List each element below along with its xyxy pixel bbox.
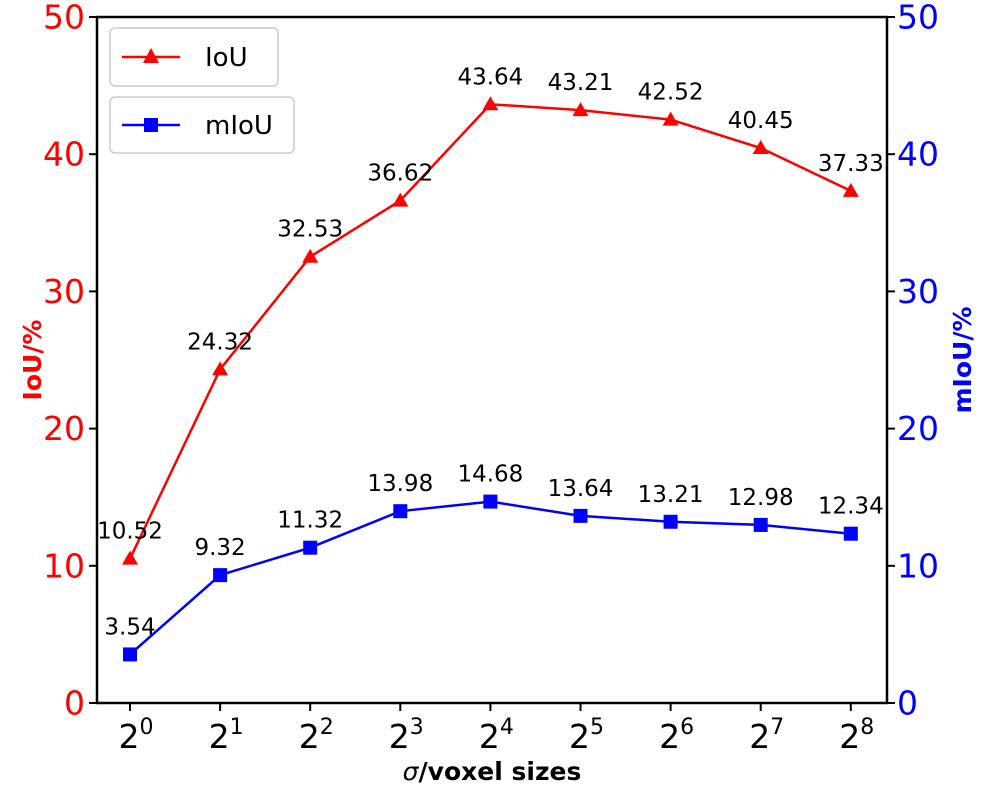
data-label-miou: 9.32 xyxy=(194,535,245,561)
data-point-iou xyxy=(572,102,589,117)
series-line-miou xyxy=(129,500,851,656)
legend-label-iou: IoU xyxy=(205,43,248,73)
data-point-iou xyxy=(842,182,859,197)
x-tick-exponent: 6 xyxy=(680,715,694,740)
x-tick-base: 2 xyxy=(119,717,140,756)
data-label-miou: 14.68 xyxy=(457,462,523,488)
data-point-miou xyxy=(663,514,678,529)
plot-area-frame xyxy=(95,15,889,705)
right-y-axis-title: mIoU/% xyxy=(948,306,977,413)
data-point-iou xyxy=(482,96,499,111)
x-tick-base: 2 xyxy=(389,717,410,756)
data-label-iou: 24.32 xyxy=(187,329,253,355)
x-tick-exponent: 7 xyxy=(770,715,784,740)
data-labels: 10.52 24.32 32.53 36.62 43.64 43.21 42.52 40.45… xyxy=(97,64,884,640)
data-point-miou xyxy=(123,647,137,662)
x-tick-label: 27 xyxy=(749,715,784,756)
data-label-iou: 43.64 xyxy=(457,64,523,90)
data-point-miou xyxy=(753,517,768,532)
data-label-miou: 11.32 xyxy=(277,508,343,534)
data-point-miou xyxy=(213,568,228,583)
data-point-miou xyxy=(483,494,498,509)
data-label-miou: 12.98 xyxy=(728,485,794,511)
x-tick-label: 26 xyxy=(659,715,694,756)
data-point-iou xyxy=(122,550,138,565)
data-label-iou: 42.52 xyxy=(638,80,704,106)
right-y-tick-label: 30 xyxy=(897,272,939,311)
data-point-miou xyxy=(303,540,318,555)
right-y-tick-label: 50 xyxy=(897,0,939,37)
data-point-iou xyxy=(392,192,409,207)
legend-box-iou xyxy=(109,27,279,87)
data-point-iou xyxy=(302,248,319,263)
data-point-iou xyxy=(212,361,229,376)
legend-marker-iou xyxy=(143,48,159,63)
x-tick-label: 25 xyxy=(569,715,604,756)
x-tick-base: 2 xyxy=(299,717,320,756)
left-y-tick-label: 10 xyxy=(43,546,85,585)
x-tick-label: 24 xyxy=(479,715,514,756)
right-y-tick-label: 10 xyxy=(897,546,939,585)
x-axis-title-symbol: σ xyxy=(403,757,420,786)
left-y-tick-label: 30 xyxy=(43,272,85,311)
data-label-miou: 13.64 xyxy=(548,476,614,502)
x-tick-base: 2 xyxy=(839,717,860,756)
data-label-iou: 10.52 xyxy=(97,519,163,545)
x-tick-base: 2 xyxy=(569,717,590,756)
x-tick-exponent: 8 xyxy=(860,715,874,740)
data-point-miou xyxy=(843,526,858,541)
data-point-iou xyxy=(662,111,679,126)
x-tick-base: 2 xyxy=(749,717,770,756)
data-label-iou: 40.45 xyxy=(728,108,794,134)
x-tick-label: 28 xyxy=(839,715,874,756)
x-tick-exponent: 0 xyxy=(140,715,154,740)
x-axis-title-text: /voxel sizes xyxy=(419,757,582,786)
right-y-tick-label: 0 xyxy=(897,684,918,723)
x-tick-base: 2 xyxy=(659,717,680,756)
legend-marker-miou xyxy=(144,118,158,132)
right-y-axis: 0 10 20 30 40 50 xyxy=(887,0,939,723)
legend-box-miou xyxy=(109,96,295,154)
x-tick-exponent: 2 xyxy=(320,715,334,740)
x-tick-base: 2 xyxy=(479,717,500,756)
data-label-iou: 37.33 xyxy=(818,151,884,177)
left-y-tick-label: 0 xyxy=(64,684,85,723)
data-point-iou xyxy=(752,140,769,155)
data-label-iou: 43.21 xyxy=(548,70,614,96)
data-label-iou: 32.53 xyxy=(277,217,343,243)
left-y-tick-label: 50 xyxy=(43,0,85,37)
x-tick-exponent: 1 xyxy=(230,715,244,740)
right-y-tick-label: 20 xyxy=(897,409,939,448)
series-layer xyxy=(122,96,859,662)
x-tick-label: 22 xyxy=(299,715,334,756)
data-label-miou: 13.98 xyxy=(367,471,433,497)
legend: IoU mIoU xyxy=(109,27,295,154)
legend-label-miou: mIoU xyxy=(205,111,273,141)
x-tick-base: 2 xyxy=(209,717,230,756)
data-label-miou: 13.21 xyxy=(638,482,704,508)
right-y-tick-label: 40 xyxy=(897,135,939,174)
x-axis-title: σ/voxel sizes xyxy=(403,757,582,786)
left-y-axis: 0 10 20 30 40 50 xyxy=(43,0,97,723)
data-point-miou xyxy=(393,504,408,519)
x-tick-exponent: 5 xyxy=(590,715,604,740)
data-label-iou: 36.62 xyxy=(367,161,433,187)
data-point-miou xyxy=(573,508,588,523)
left-y-tick-label: 40 xyxy=(43,135,85,174)
data-label-miou: 3.54 xyxy=(104,614,155,640)
x-tick-label: 23 xyxy=(389,715,424,756)
left-y-axis-title: IoU/% xyxy=(18,320,47,401)
left-y-tick-label: 20 xyxy=(43,409,85,448)
data-label-miou: 12.34 xyxy=(818,494,884,520)
x-tick-exponent: 4 xyxy=(500,715,514,740)
x-tick-label: 21 xyxy=(209,715,244,756)
x-tick-label: 20 xyxy=(119,715,154,756)
x-axis: 20 21 22 23 24 25 26 27 28 xyxy=(119,703,874,756)
x-tick-exponent: 3 xyxy=(410,715,424,740)
